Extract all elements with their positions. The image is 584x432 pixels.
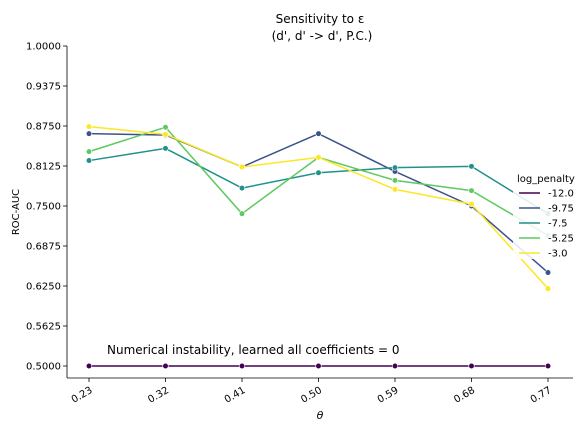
data-point <box>391 186 399 193</box>
data-point <box>315 154 322 161</box>
data-point <box>544 285 552 292</box>
legend-label: -5.25 <box>548 234 574 245</box>
series--9.75 <box>85 130 552 276</box>
series-line <box>88 125 549 290</box>
x-axis-label: θ <box>317 409 324 422</box>
data-point <box>315 362 322 370</box>
data-point <box>468 163 475 170</box>
data-point <box>391 164 399 171</box>
legend-label: -12.0 <box>548 189 574 200</box>
legend-label: -7.5 <box>548 219 568 230</box>
data-point <box>238 184 246 192</box>
data-point <box>162 145 169 152</box>
series--5.25 <box>85 124 552 239</box>
y-tick-label: 0.6875 <box>26 242 61 253</box>
legend-title: log_penalty <box>517 174 575 185</box>
data-point <box>85 130 93 137</box>
data-point <box>85 148 93 155</box>
legend-background <box>513 171 584 259</box>
series--7.5 <box>85 145 552 217</box>
x-tick-label: 0.23 <box>70 385 95 406</box>
x-tick-label: 0.68 <box>452 385 477 406</box>
series--3.0 <box>85 123 552 292</box>
y-tick-label: 0.7500 <box>26 202 61 213</box>
data-point <box>544 269 552 276</box>
legend-label: -3.0 <box>548 249 568 260</box>
y-tick-label: 0.9375 <box>26 82 61 93</box>
annotation-text: Numerical instability, learned all coeff… <box>107 343 400 357</box>
data-point <box>162 131 169 138</box>
data-point <box>162 124 169 131</box>
legend: log_penalty -12.0 -9.75 -7.5 -5.25 -3.0 <box>513 171 584 260</box>
x-tick-label: 0.59 <box>376 385 401 406</box>
y-tick-label: 0.6250 <box>26 282 61 293</box>
data-point <box>162 362 169 370</box>
data-point <box>468 362 475 370</box>
series-layer <box>85 123 552 370</box>
x-tick-label: 0.41 <box>223 385 248 406</box>
chart-subtitle: (d', d' -> d', P.C.) <box>272 29 373 43</box>
data-point <box>85 123 93 130</box>
data-point <box>315 130 322 137</box>
data-point <box>85 362 93 370</box>
y-tick-label: 0.8750 <box>26 122 61 133</box>
data-point <box>468 200 475 208</box>
x-tick-label: 0.77 <box>529 385 554 406</box>
x-tick-label: 0.50 <box>299 385 324 406</box>
y-tick-label: 0.5625 <box>26 322 61 333</box>
series-line <box>88 126 549 237</box>
y-axis-label: ROC-AUC <box>11 189 22 235</box>
data-point <box>315 169 322 176</box>
data-point <box>391 177 399 184</box>
data-point <box>468 187 475 194</box>
data-point <box>238 362 246 370</box>
data-point <box>544 362 552 370</box>
data-point <box>238 210 246 217</box>
legend-label: -9.75 <box>548 204 574 215</box>
x-tick-label: 0.32 <box>146 385 171 406</box>
y-tick-label: 1.0000 <box>26 42 61 53</box>
data-point <box>238 163 246 171</box>
y-tick-label: 0.5000 <box>26 362 61 373</box>
chart-title: Sensitivity to ε <box>276 12 365 26</box>
y-tick-label: 0.8125 <box>26 162 61 173</box>
series--12.0 <box>85 362 552 370</box>
data-point <box>391 362 399 370</box>
data-point <box>85 157 93 164</box>
